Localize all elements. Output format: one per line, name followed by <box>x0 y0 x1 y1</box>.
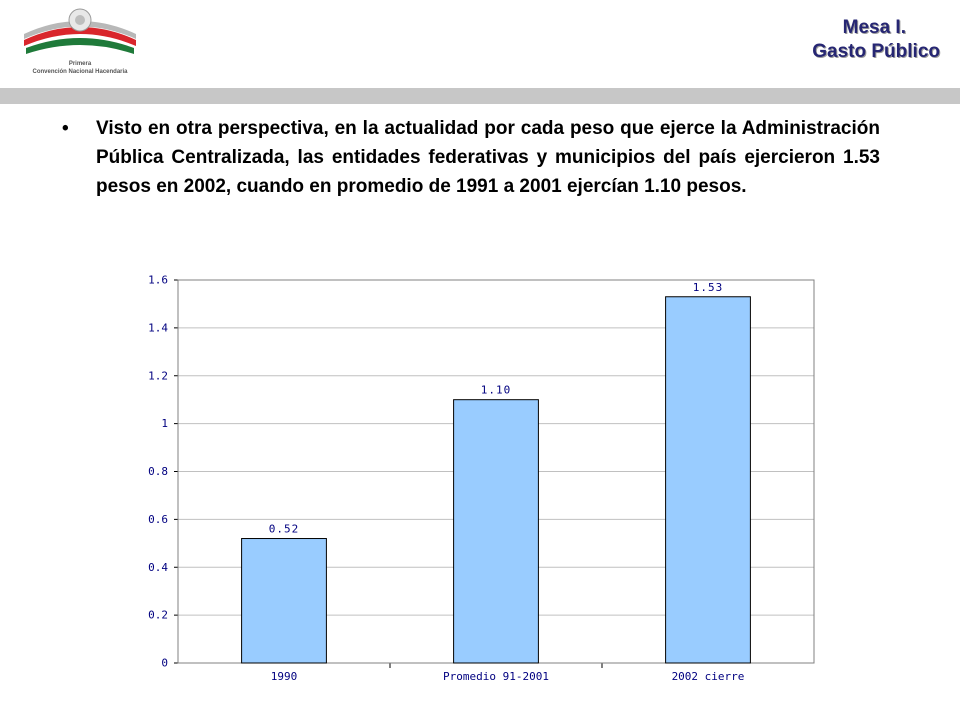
y-tick-label: 1.2 <box>148 369 168 382</box>
y-tick-label: 0.2 <box>148 609 168 622</box>
bar-value-labels: 0.52 1.10 1.53 <box>269 281 724 536</box>
bar <box>241 538 327 664</box>
header-divider-bar <box>0 88 960 104</box>
x-tick-label: 2002 cierre <box>672 670 745 683</box>
bar-chart: 0 0.2 0.4 0.6 0.8 1 1.2 1.4 1.6 1990 Promedio 91-… <box>148 274 815 683</box>
y-tick-label: 1.4 <box>148 321 168 334</box>
convencion-logo: Primera Convención Nacional Hacendaria <box>18 6 142 82</box>
bar <box>665 296 751 664</box>
logo-line-2: Convención Nacional Hacendaria <box>32 69 128 75</box>
y-tick-label: 0.6 <box>148 513 168 526</box>
bar-value-label: 1.10 <box>481 384 512 397</box>
x-axis-tick-labels: 1990 Promedio 91-2001 2002 cierre <box>271 670 745 683</box>
bullet-text: Visto en otra perspectiva, en la actuali… <box>96 118 880 197</box>
logo-line-1: Primera <box>68 61 92 67</box>
title-line-1: Mesa I. <box>842 17 906 38</box>
logo-emblem <box>24 8 136 54</box>
title-line-2: Gasto Público <box>812 41 940 62</box>
bar <box>453 399 539 664</box>
y-tick-label: 0 <box>161 657 168 670</box>
chart-bars <box>241 296 751 664</box>
y-tick-label: 1 <box>161 417 168 430</box>
bar-value-label: 1.53 <box>693 281 724 294</box>
y-tick-label: 1.6 <box>148 274 168 287</box>
x-tick-label: 1990 <box>271 670 298 683</box>
bar-value-label: 0.52 <box>269 523 300 536</box>
y-tick-label: 0.4 <box>148 561 168 574</box>
bullet-paragraph: • Visto en otra perspectiva, en la actua… <box>62 114 880 201</box>
y-tick-label: 0.8 <box>148 465 168 478</box>
page-title: Mesa I. Gasto Público <box>640 16 940 64</box>
x-tick-label: Promedio 91-2001 <box>443 670 549 683</box>
bullet-icon: • <box>62 118 69 139</box>
y-axis-tick-labels: 0 0.2 0.4 0.6 0.8 1 1.2 1.4 1.6 <box>148 274 168 670</box>
